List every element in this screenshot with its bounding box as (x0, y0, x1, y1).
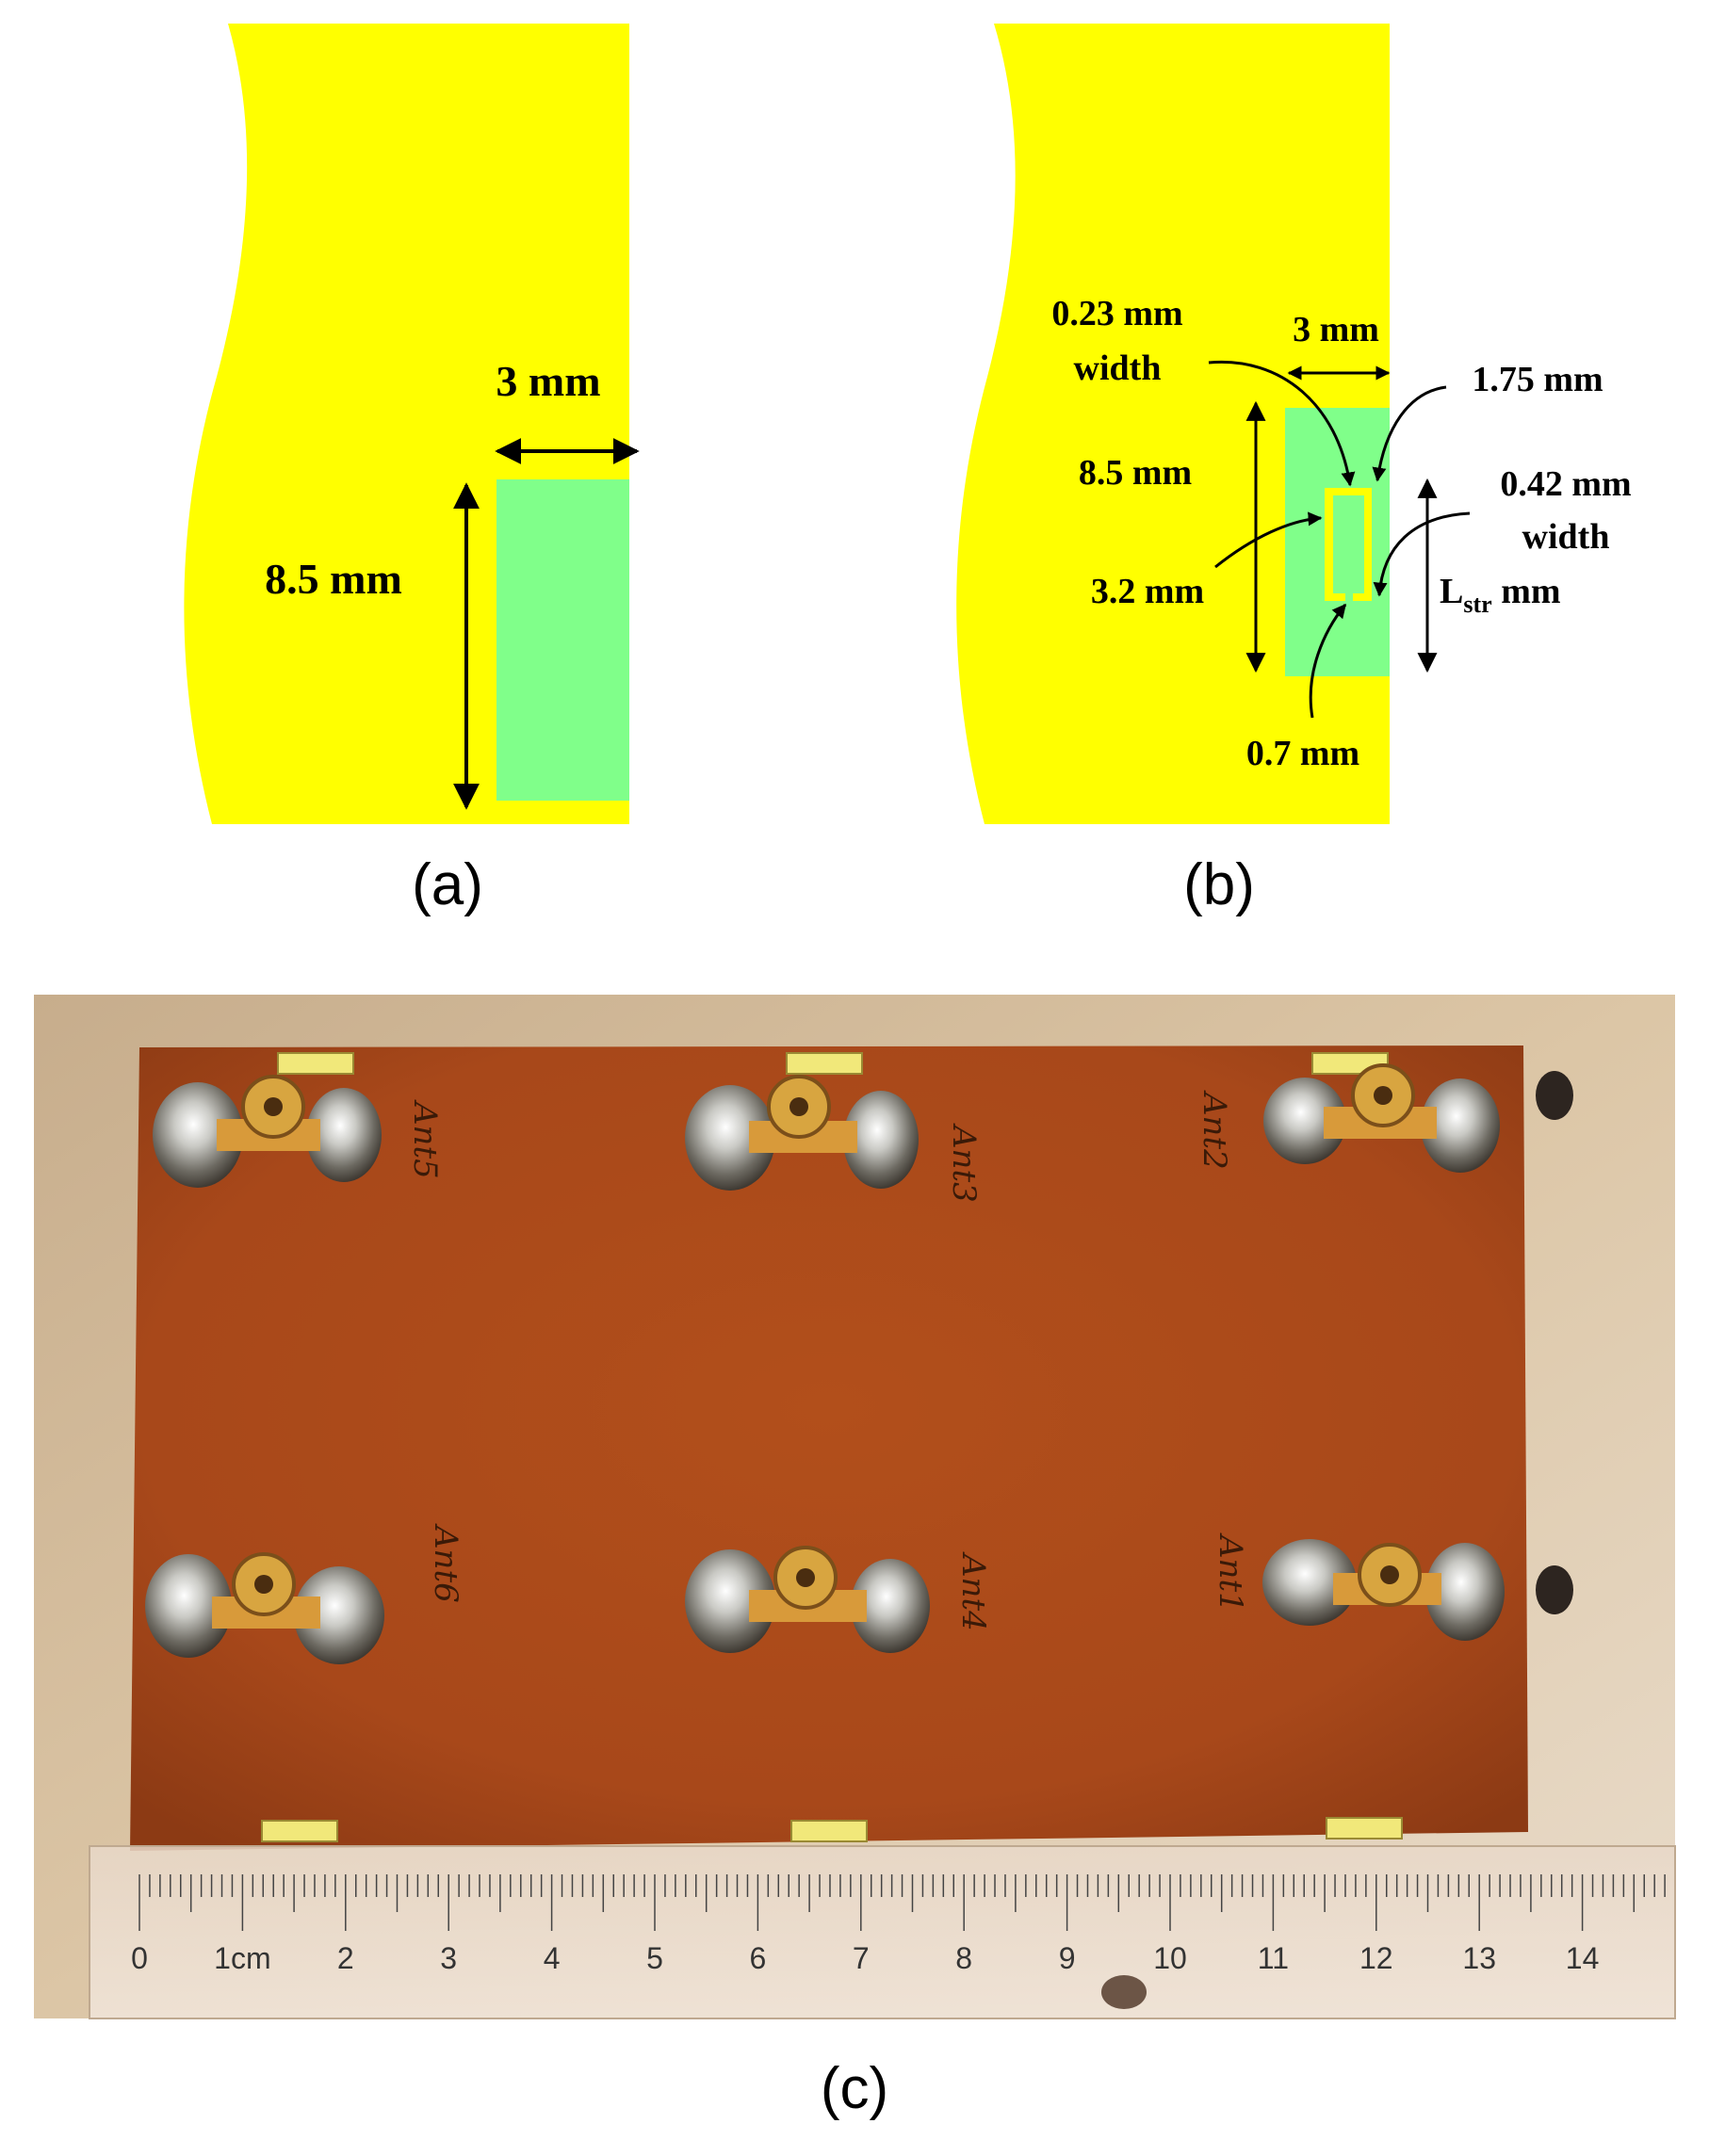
ruler-number: 6 (750, 1941, 767, 1975)
ruler-number: 2 (337, 1941, 354, 1975)
top-gap-label: 1.75 mm (1472, 360, 1603, 399)
antenna-label-ant2: Ant2 (1196, 1090, 1233, 1170)
antenna-tabs (261, 1052, 1403, 1842)
antenna-label-ant6: Ant6 (427, 1523, 464, 1603)
strip-length-main: L (1440, 572, 1463, 611)
caption-a: (a) (412, 852, 483, 917)
strip-length-sub: str (1463, 591, 1491, 618)
slot-width-word: width (1074, 349, 1162, 388)
connector-ant3 (685, 1075, 919, 1191)
strip-width-word: width (1522, 517, 1610, 557)
panel-b: 0.23 mm width 3 mm 1.75 mm 8.5 mm 0.42 m… (956, 24, 1632, 917)
ruler-number: 5 (646, 1941, 663, 1975)
antenna-board (130, 1046, 1528, 1851)
ruler-number: 8 (955, 1941, 972, 1975)
bottom-gap-leader (1309, 603, 1347, 719)
panel-a: 3 mm 8.5 mm (a) (184, 24, 640, 917)
ruler-number: 4 (544, 1941, 561, 1975)
ruler-number: 13 (1462, 1941, 1496, 1975)
slot-width-value: 0.23 mm (1051, 294, 1182, 333)
strip-length-label: Lstr mm (1440, 572, 1561, 618)
width-label-b: 3 mm (1293, 310, 1379, 349)
ruler-number: 12 (1359, 1941, 1393, 1975)
ruler-number: 3 (440, 1941, 457, 1975)
ruler-hole (1101, 1975, 1147, 2009)
caption-b: (b) (1183, 852, 1255, 917)
width-label-a: 3 mm (496, 357, 600, 405)
strip-width-value: 0.42 mm (1500, 464, 1631, 504)
connector-ant5 (153, 1075, 382, 1188)
caption-c: (c) (821, 2056, 888, 2121)
connector-ant1 (1262, 1539, 1505, 1641)
standoff (1536, 1565, 1573, 1614)
connector-ant2 (1263, 1063, 1500, 1173)
panel-c-photo: Ant5 Ant3 Ant2 Ant6 Ant4 Ant1 0 1cm 2 3 4 5 6 7… (34, 995, 1676, 2019)
connector-ant4 (685, 1546, 930, 1653)
ruler (89, 1845, 1676, 2019)
ruler-number: 14 (1566, 1941, 1600, 1975)
antenna-label-ant5: Ant5 (406, 1099, 444, 1179)
ruler-numbers: 0 1cm 2 3 4 5 6 7 8 9 10 11 12 13 14 (131, 1941, 1599, 1975)
height-label-a: 8.5 mm (265, 555, 402, 603)
strip-gap (1345, 576, 1353, 601)
ruler-number: 9 (1059, 1941, 1076, 1975)
copper-patch-b (956, 24, 1390, 824)
substrate-cutout-a (496, 479, 629, 801)
standoff (1536, 1071, 1573, 1120)
ruler-number: 0 (131, 1941, 148, 1975)
ruler-number: 10 (1153, 1941, 1187, 1975)
ruler-ticks (138, 1874, 1666, 1931)
slot-height-leader (1214, 511, 1323, 569)
ruler-number: 11 (1258, 1941, 1289, 1975)
antenna-label-ant3: Ant3 (945, 1123, 983, 1203)
ruler-number: 7 (853, 1941, 870, 1975)
connector-ant6 (145, 1552, 384, 1664)
ruler-number: 1cm (214, 1941, 270, 1975)
antenna-label-ant4: Ant4 (954, 1551, 992, 1631)
height-label-b: 8.5 mm (1079, 453, 1192, 493)
strip-length-unit: mm (1492, 572, 1561, 611)
slot-width-leader (1208, 360, 1356, 487)
antenna-label-ant1: Ant1 (1212, 1532, 1249, 1613)
slot-height-label: 3.2 mm (1091, 572, 1204, 611)
strip-width-leader (1373, 511, 1471, 597)
bottom-gap-label: 0.7 mm (1246, 734, 1359, 773)
top-gap-leader (1372, 385, 1447, 482)
